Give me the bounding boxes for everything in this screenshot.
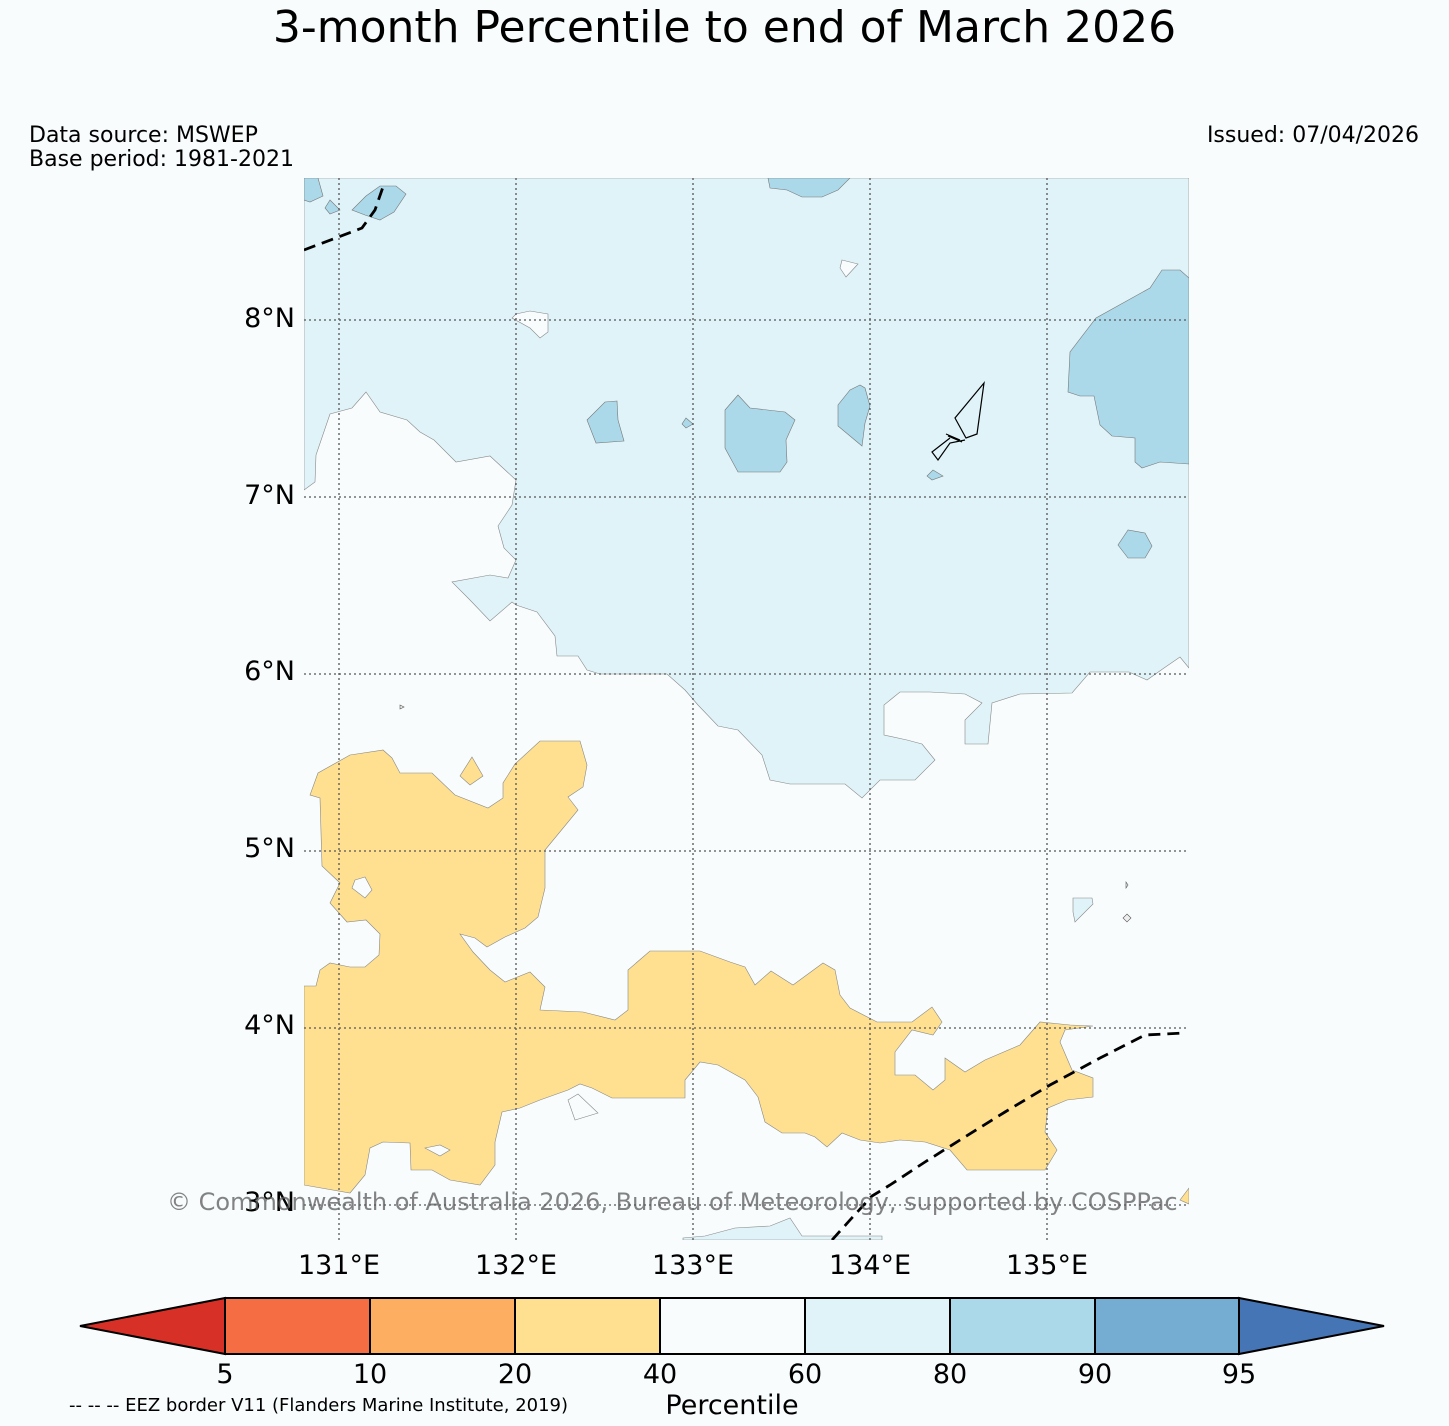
lon-label-131e: 131°E (297, 1250, 381, 1281)
colorbar-swatch-40-60 (659, 1297, 806, 1355)
island-coastline (931, 380, 985, 462)
percentile-80-90-patch (767, 178, 851, 198)
lon-label-133e: 133°E (651, 1250, 735, 1281)
data-source-label: Data source: MSWEP (29, 123, 258, 148)
colorbar-tick-20: 20 (497, 1359, 533, 1390)
lat-label-8n: 8°N (244, 303, 295, 334)
eez-border-south (830, 1031, 1186, 1240)
percentile-20-40-patch (1179, 1187, 1189, 1205)
percentile-20-40-region (304, 740, 1094, 1194)
small-island (1122, 913, 1132, 923)
eez-border-north (304, 183, 386, 252)
percentile-80-90-patch (304, 178, 324, 203)
colorbar-tick-40: 40 (642, 1359, 678, 1390)
colorbar (79, 1296, 1385, 1356)
lat-label-6n: 6°N (244, 656, 295, 687)
colorbar-swatch-10-20 (369, 1297, 516, 1355)
small-island (399, 704, 405, 710)
lat-label-5n: 5°N (244, 833, 295, 864)
colorbar-swatch-60-80 (804, 1297, 951, 1355)
percentile-40-60-hole (351, 876, 373, 899)
small-island (1125, 881, 1129, 889)
copyright-watermark: © Commonwealth of Australia 2026, Bureau… (167, 1188, 1178, 1216)
lon-label-135e: 135°E (1005, 1250, 1089, 1281)
lat-label-4n: 4°N (244, 1010, 295, 1041)
lat-label-3n: 3°N (244, 1187, 295, 1218)
eez-legend-note: -- -- -- EEZ border V11 (Flanders Marine… (69, 1395, 569, 1416)
percentile-80-90-patch (681, 417, 694, 429)
colorbar-swatch-5-10 (224, 1297, 371, 1355)
lon-label-134e: 134°E (828, 1250, 912, 1281)
colorbar-swatch-90-95 (1094, 1297, 1240, 1355)
colorbar-tick-95: 95 (1221, 1359, 1257, 1390)
colorbar-extend-high (1238, 1296, 1385, 1356)
percentile-40-60-hole (839, 259, 859, 278)
percentile-20-40-patch (459, 756, 484, 786)
issued-date-label: Issued: 07/04/2026 (1206, 123, 1419, 148)
percentile-80-90-patch-east (1067, 269, 1189, 469)
lat-label-7n: 7°N (244, 480, 295, 511)
colorbar-extend-low (79, 1296, 226, 1356)
colorbar-swatch-20-40 (514, 1297, 661, 1355)
percentile-80-90-patch (586, 400, 625, 444)
percentile-80-90-patch (926, 469, 944, 481)
colorbar-swatch-80-90 (949, 1297, 1096, 1355)
percentile-80-90-patch (724, 394, 796, 473)
percentile-40-60-hole (424, 1144, 451, 1157)
percentile-60-80-region-north (304, 178, 1189, 799)
percentile-40-60-hole (567, 1093, 599, 1121)
colorbar-tick-80: 80 (932, 1359, 968, 1390)
percentile-80-90-patch (837, 384, 871, 447)
colorbar-tick-5: 5 (216, 1359, 234, 1390)
percentile-80-90-patch (351, 185, 407, 221)
colorbar-tick-10: 10 (352, 1359, 388, 1390)
colorbar-tick-90: 90 (1077, 1359, 1113, 1390)
colorbar-label: Percentile (665, 1390, 799, 1421)
lon-label-132e: 132°E (474, 1250, 558, 1281)
colorbar-tick-60: 60 (787, 1359, 823, 1390)
percentile-60-80-patch (1072, 897, 1094, 923)
map-area (304, 178, 1189, 1240)
percentile-60-80-region-south (682, 1217, 883, 1240)
percentile-80-90-patch (324, 199, 341, 215)
metadata-left: Data source: MSWEP Base period: 1981-202… (29, 124, 294, 172)
chart-title: 3-month Percentile to end of March 2026 (272, 2, 1177, 53)
percentile-80-90-patch (1117, 529, 1153, 559)
base-period-label: Base period: 1981-2021 (29, 147, 294, 172)
graticule (304, 178, 1189, 1240)
